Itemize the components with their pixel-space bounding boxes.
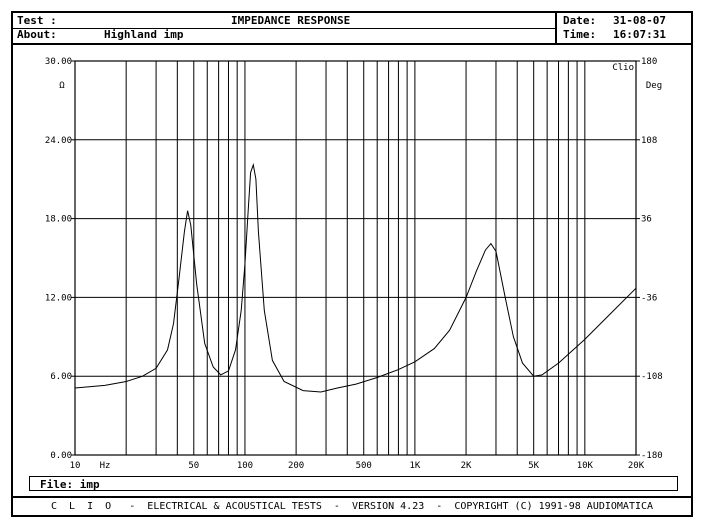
y-tick-label: 30.00 — [45, 57, 72, 67]
x-tick-label: 100 — [237, 461, 253, 471]
file-line: File: imp — [29, 476, 678, 491]
y2-tick-label: 36 — [641, 215, 652, 225]
date-value: 31-08-07 — [613, 14, 666, 27]
time-value: 16:07:31 — [613, 28, 666, 41]
x-tick-label: 2K — [461, 461, 472, 471]
y2-tick-label: 180 — [641, 57, 657, 67]
y2-tick-label: -180 — [641, 451, 663, 461]
about-value: Highland imp — [104, 28, 184, 41]
corner-label: Clio — [612, 63, 634, 73]
time-label: Time: — [563, 28, 597, 41]
x-tick-label: 20K — [628, 461, 645, 471]
y-tick-label: 6.00 — [50, 372, 72, 382]
report-title: IMPEDANCE RESPONSE — [231, 14, 351, 27]
vertical-gridlines — [125, 61, 586, 455]
plot-border — [74, 60, 637, 456]
y-tick-label: 0.00 — [50, 451, 72, 461]
x-tick-label: 10K — [577, 461, 594, 471]
report-header: Test : IMPEDANCE RESPONSE About: Highlan… — [13, 13, 691, 43]
y-tick-label: 12.00 — [45, 293, 72, 303]
y2-tick-label: 108 — [641, 136, 657, 146]
date-label: Date: — [563, 14, 597, 27]
x-tick-label: 200 — [288, 461, 304, 471]
test-label: Test : — [17, 14, 57, 27]
x-tick-label: 1K — [409, 461, 420, 471]
x-tick-label: 5K — [528, 461, 539, 471]
y-tick-label: 24.00 — [45, 136, 72, 146]
impedance-curve — [74, 162, 637, 393]
header-divider — [13, 28, 556, 29]
header-bottom-border — [13, 43, 691, 45]
y2-axis-label: Deg — [646, 81, 662, 91]
y-axis-label: Ω — [59, 81, 65, 91]
y2-tick-label: -36 — [641, 293, 657, 303]
horizontal-gridlines — [75, 139, 636, 377]
header-column-divider — [555, 13, 557, 43]
x-tick-label: 500 — [356, 461, 372, 471]
footer-banner: C L I O - ELECTRICAL & ACOUSTICAL TESTS … — [13, 496, 691, 516]
y-tick-label: 18.00 — [45, 215, 72, 225]
report-frame — [11, 11, 693, 517]
y2-tick-label: -108 — [641, 372, 663, 382]
axis-labels: 0.00 6.00 12.00 18.00 24.00 30.00 -180 -108 -36 3… — [45, 57, 663, 471]
x-tick-label: 50 — [188, 461, 199, 471]
x-tick-label: 10 — [70, 461, 81, 471]
about-label: About: — [17, 28, 57, 41]
x-unit-label: Hz — [100, 461, 111, 471]
